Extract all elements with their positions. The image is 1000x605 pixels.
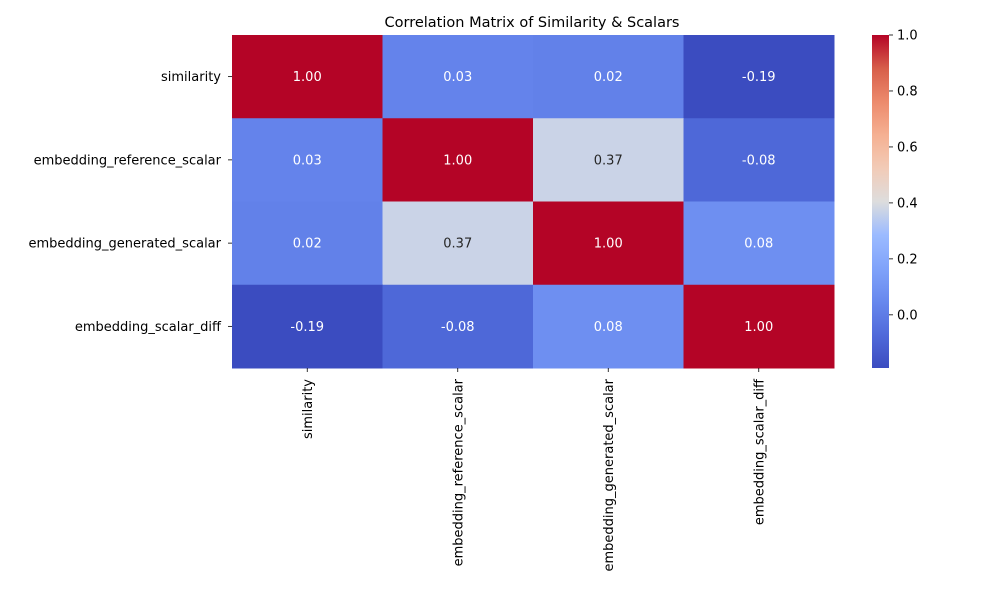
heatmap-cell-r2-c3 xyxy=(683,201,835,286)
column-label-3: embedding_scalar_diff xyxy=(752,378,767,525)
colorbar: 0.0 0.2 0.4 0.6 0.8 1.0 xyxy=(872,29,918,368)
cell-annotation-r1-c0: 0.03 xyxy=(293,153,322,168)
cell-annotation-r0-c1: 0.03 xyxy=(443,70,472,85)
colorbar-gradient xyxy=(872,35,889,368)
cell-annotation-r1-c1: 1.00 xyxy=(443,153,472,168)
heatmap-cell-r1-c0 xyxy=(232,118,383,202)
column-label-1: embedding_reference_scalar xyxy=(451,378,466,566)
cell-annotation-r2-c0: 0.02 xyxy=(293,237,322,252)
heatmap-cell-r2-c2 xyxy=(533,201,684,286)
cell-annotation-r2-c3: 0.08 xyxy=(744,237,773,252)
cell-annotation-r0-c3: -0.19 xyxy=(742,70,776,85)
cell-annotation-r2-c2: 1.00 xyxy=(594,237,623,252)
colorbar-tick-label-4: 0.8 xyxy=(897,84,918,99)
heatmap-cell-r0-c0 xyxy=(232,35,383,119)
heatmap-cell-r1-c2 xyxy=(533,118,684,202)
colorbar-tick-label-5: 1.0 xyxy=(897,29,918,44)
chart-title: Correlation Matrix of Similarity & Scala… xyxy=(385,15,680,31)
heatmap-cell-r3-c0 xyxy=(232,284,383,369)
cell-annotation-r0-c0: 1.00 xyxy=(293,70,322,85)
colorbar-ticks: 0.0 0.2 0.4 0.6 0.8 1.0 xyxy=(889,29,918,323)
row-label-0: similarity xyxy=(161,70,221,85)
cell-annotation-r0-c2: 0.02 xyxy=(594,70,623,85)
column-labels: similarity embedding_reference_scalar embe… xyxy=(301,368,767,571)
row-labels: similarity embedding_reference_scalarembe… xyxy=(29,70,232,335)
colorbar-tick-label-3: 0.6 xyxy=(897,140,918,155)
heatmap-cell-r3-c1 xyxy=(382,284,534,369)
cell-annotation-r3-c2: 0.08 xyxy=(594,320,623,335)
heatmap-cell-r2-c1 xyxy=(382,201,534,286)
row-label-2: embedding_generated_scalar xyxy=(29,237,222,252)
heatmap-cell-r0-c3 xyxy=(683,35,835,119)
heatmap-cells xyxy=(232,35,835,369)
column-label-0: similarity xyxy=(301,379,316,439)
row-label-1: embedding_reference_scalar xyxy=(34,153,222,168)
cell-annotation-r1-c2: 0.37 xyxy=(594,153,623,168)
cell-annotation-r3-c1: -0.08 xyxy=(441,320,475,335)
cell-annotation-r3-c3: 1.00 xyxy=(744,320,773,335)
cell-annotation-r3-c0: -0.19 xyxy=(290,320,324,335)
heatmap-cell-r1-c3 xyxy=(683,118,835,202)
cell-annotation-r2-c1: 0.37 xyxy=(443,237,472,252)
colorbar-tick-label-1: 0.2 xyxy=(897,252,918,267)
colorbar-tick-label-0: 0.0 xyxy=(897,308,918,323)
cell-annotation-r1-c3: -0.08 xyxy=(742,153,776,168)
heatmap-cell-r3-c3 xyxy=(683,284,835,369)
cell-annotations: 1.00 0.03 0.02 -0.19 0.03 1.00 0.37 -0.08 0.02 0.… xyxy=(290,70,775,335)
column-label-2: embedding_generated_scalar xyxy=(602,378,617,571)
heatmap-cell-r0-c2 xyxy=(533,35,684,119)
heatmap-cell-r1-c1 xyxy=(382,118,534,202)
row-label-3: embedding_scalar_diff xyxy=(75,320,222,335)
heatmap-cell-r3-c2 xyxy=(533,284,684,369)
colorbar-tick-label-2: 0.4 xyxy=(897,196,918,211)
heatmap-cell-r2-c0 xyxy=(232,201,383,286)
heatmap-cell-r0-c1 xyxy=(382,35,534,119)
